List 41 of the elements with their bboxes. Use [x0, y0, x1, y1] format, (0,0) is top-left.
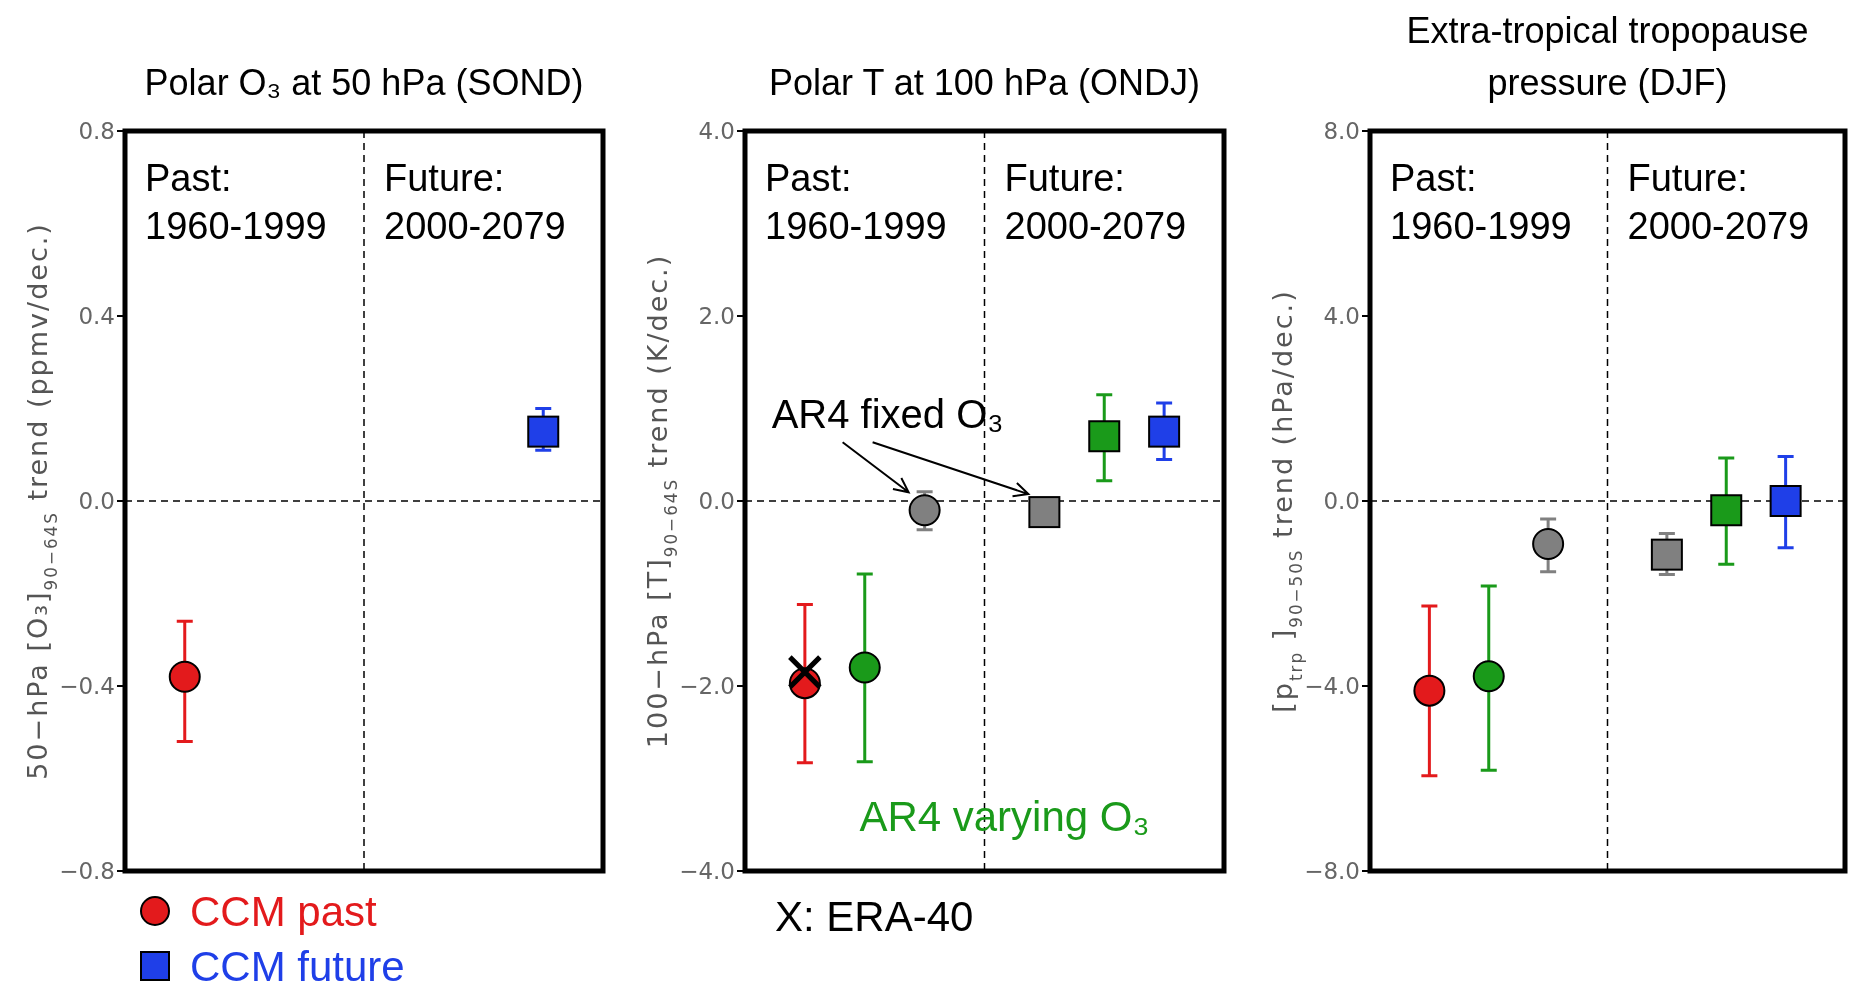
y-tick-label: 0.0 [78, 488, 115, 515]
point [1028, 496, 1061, 529]
y-tick-label: 2.0 [698, 303, 735, 330]
annotation: Future: 2000-2079 [384, 157, 566, 247]
point [1769, 485, 1802, 517]
y-tick-label: 0.0 [1323, 488, 1360, 515]
annotation: Future: 2000-2079 [1627, 157, 1810, 247]
y-tick-label: 8.0 [1323, 118, 1360, 145]
point [848, 651, 881, 684]
y-tick-label: −2.0 [679, 673, 735, 700]
y-tick-label: −4.0 [1304, 673, 1360, 700]
y-tick-label: 4.0 [698, 118, 735, 145]
chart-title: Extra-tropical tropopause pressure (DJF) [1406, 10, 1809, 103]
annotation: Past: 1960-1999 [765, 157, 947, 247]
point [787, 654, 823, 690]
text: AR4 varying O₃ [859, 793, 1150, 840]
chart-title: Polar O₃ at 50 hPa (SOND) [144, 62, 584, 103]
point [1532, 528, 1565, 561]
annotation: Future: 2000-2079 [1004, 157, 1187, 247]
y-tick-label: 0.8 [78, 118, 115, 145]
y-tick-label: 0.0 [698, 488, 735, 515]
point [1472, 660, 1505, 693]
y-tick-label: 4.0 [1323, 303, 1360, 330]
point [1088, 420, 1121, 453]
point [1148, 415, 1181, 448]
y-tick-label: −0.4 [59, 673, 115, 700]
legend-label: CCM future [190, 942, 405, 990]
text: X: ERA-40 [775, 893, 974, 940]
legend-label: CCM past [190, 887, 378, 935]
point [1650, 538, 1683, 571]
annotation: Past: 1960-1999 [1390, 157, 1572, 247]
y-tick-label: 0.4 [78, 303, 115, 330]
annotation: Past: 1960-1999 [145, 157, 327, 247]
point [908, 494, 941, 527]
chart-title: Polar T at 100 hPa (ONDJ) [769, 62, 1200, 103]
annotation: AR4 fixed O₃ [771, 392, 1004, 437]
point [1413, 674, 1446, 707]
y-tick-label: −8.0 [1304, 858, 1360, 885]
point [1710, 494, 1743, 527]
y-tick-label: −0.8 [59, 858, 115, 885]
y-tick-label: −4.0 [679, 858, 735, 885]
